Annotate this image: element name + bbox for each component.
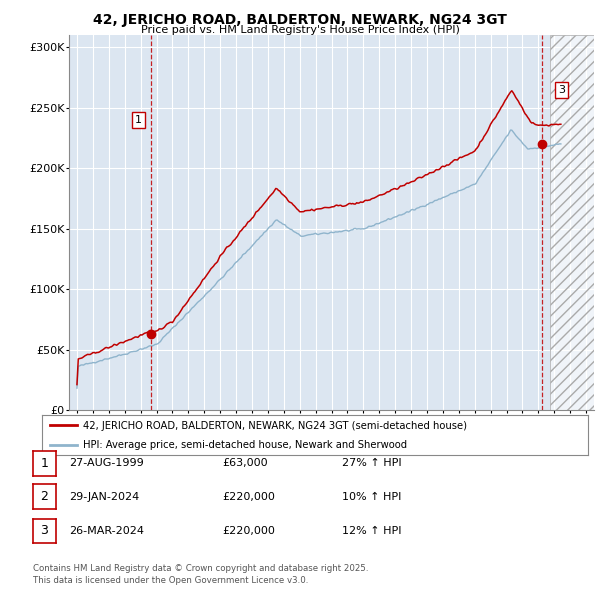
Text: HPI: Average price, semi-detached house, Newark and Sherwood: HPI: Average price, semi-detached house,… xyxy=(83,441,407,450)
Bar xyxy=(550,35,594,410)
Text: 27-AUG-1999: 27-AUG-1999 xyxy=(69,458,144,468)
Text: 27% ↑ HPI: 27% ↑ HPI xyxy=(342,458,401,468)
Text: Contains HM Land Registry data © Crown copyright and database right 2025.
This d: Contains HM Land Registry data © Crown c… xyxy=(33,565,368,585)
Text: 12% ↑ HPI: 12% ↑ HPI xyxy=(342,526,401,536)
Text: 1: 1 xyxy=(40,457,49,470)
Text: £220,000: £220,000 xyxy=(222,526,275,536)
Text: 10% ↑ HPI: 10% ↑ HPI xyxy=(342,492,401,502)
Text: 42, JERICHO ROAD, BALDERTON, NEWARK, NG24 3GT: 42, JERICHO ROAD, BALDERTON, NEWARK, NG2… xyxy=(93,13,507,27)
Text: £63,000: £63,000 xyxy=(222,458,268,468)
Bar xyxy=(550,35,594,410)
Text: 42, JERICHO ROAD, BALDERTON, NEWARK, NG24 3GT (semi-detached house): 42, JERICHO ROAD, BALDERTON, NEWARK, NG2… xyxy=(83,421,467,431)
Text: 3: 3 xyxy=(558,85,565,95)
Text: 26-MAR-2024: 26-MAR-2024 xyxy=(69,526,144,536)
Text: £220,000: £220,000 xyxy=(222,492,275,502)
Text: Price paid vs. HM Land Registry's House Price Index (HPI): Price paid vs. HM Land Registry's House … xyxy=(140,25,460,35)
Text: 29-JAN-2024: 29-JAN-2024 xyxy=(69,492,139,502)
Text: 2: 2 xyxy=(40,490,49,503)
Text: 1: 1 xyxy=(135,115,142,125)
Text: 3: 3 xyxy=(40,525,49,537)
